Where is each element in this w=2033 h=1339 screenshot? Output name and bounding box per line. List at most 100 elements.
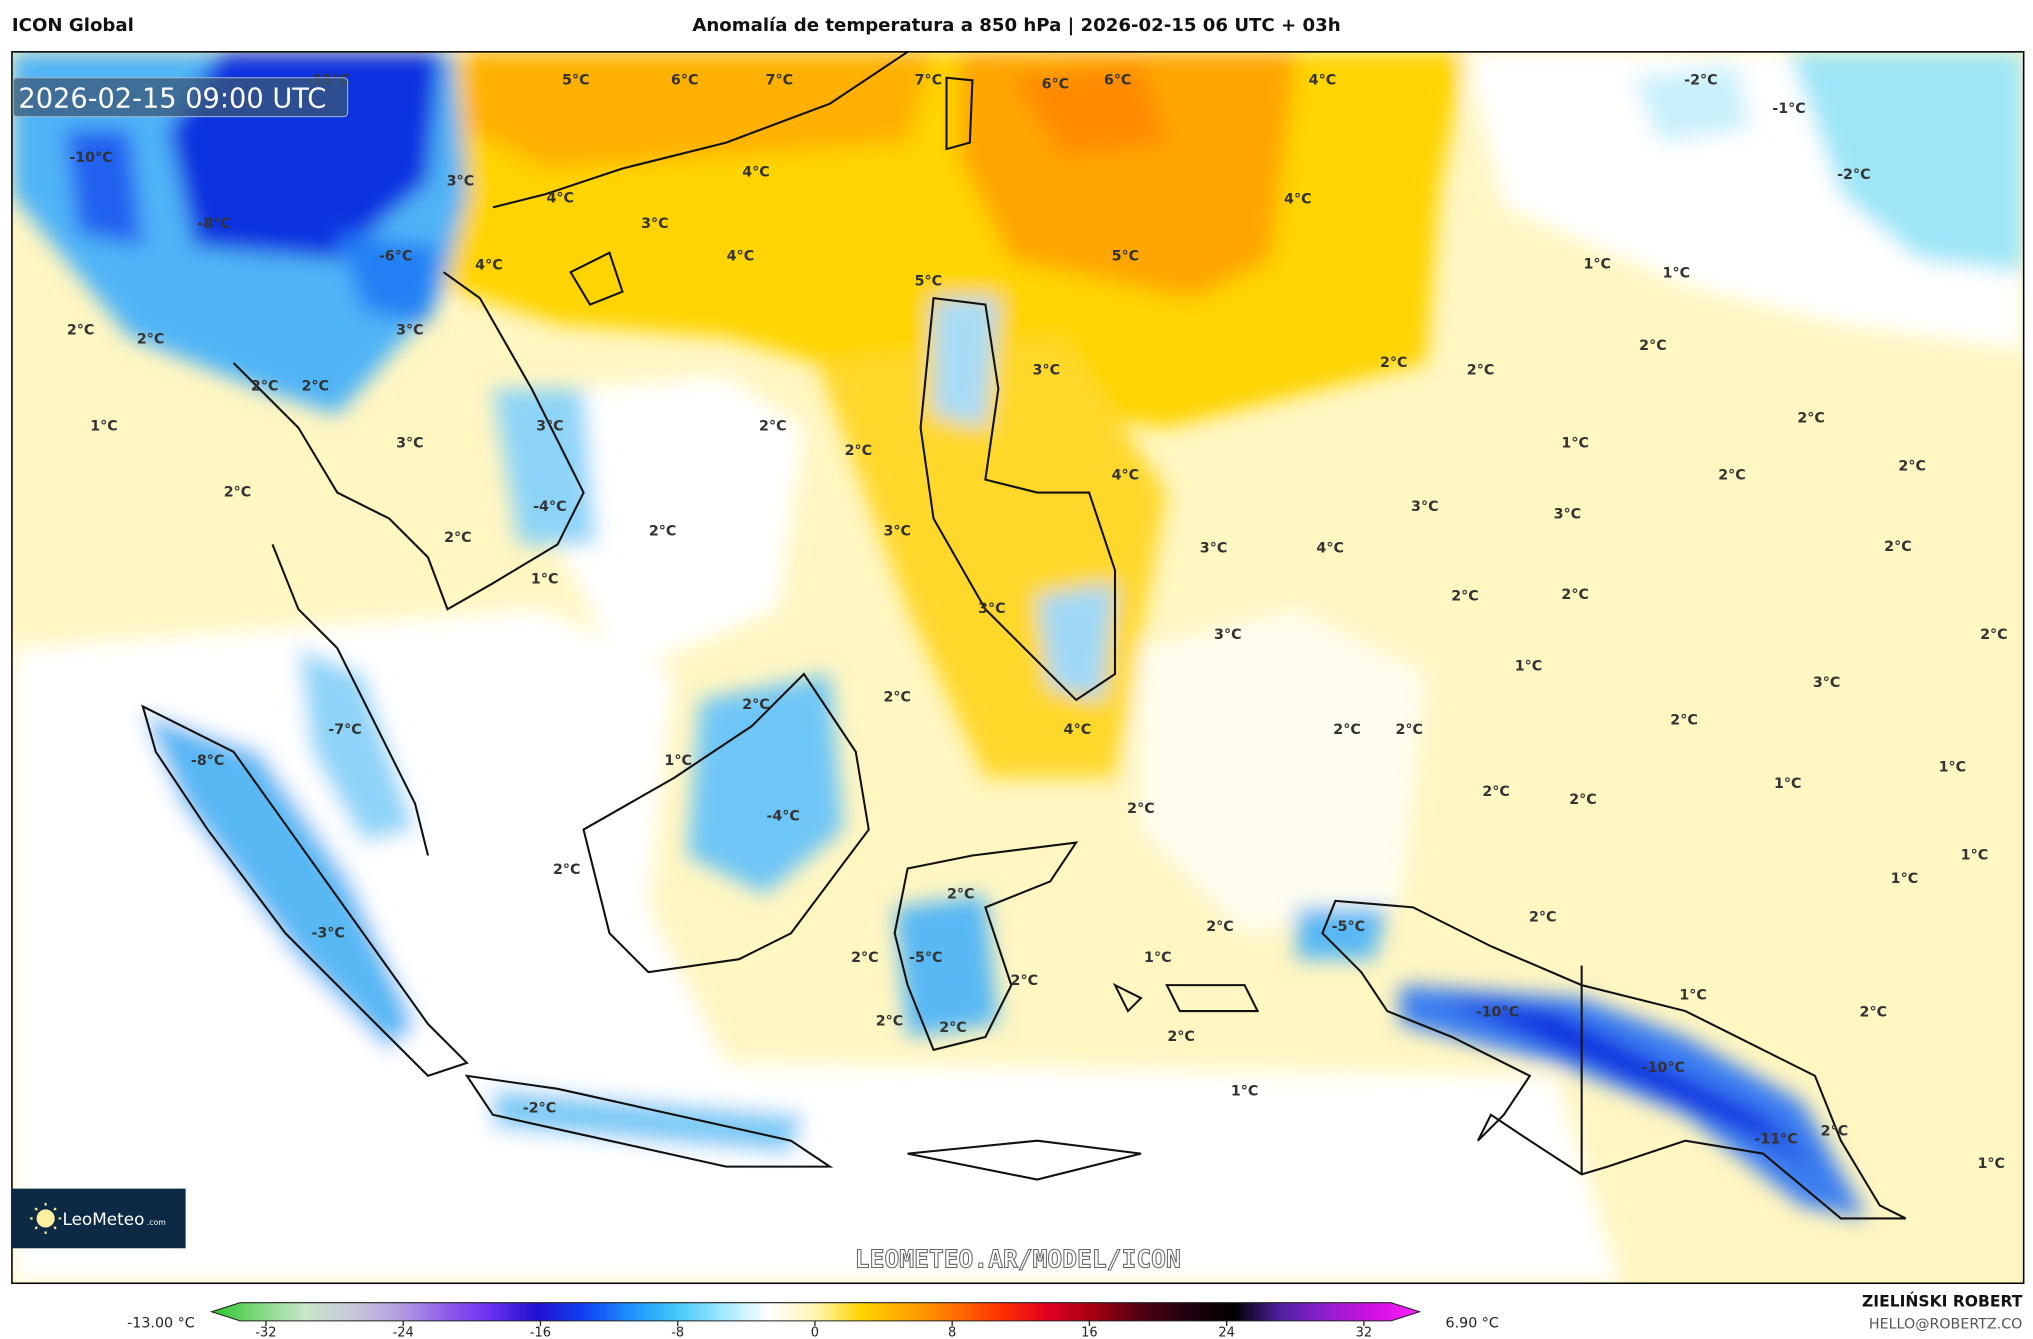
contour-label: 2°C — [1380, 355, 1408, 371]
contour-label: -7°C — [328, 722, 361, 738]
contour-label: -8°C — [191, 753, 224, 769]
contour-label: 3°C — [1033, 363, 1061, 379]
contour-label: -2°C — [523, 1100, 556, 1116]
colorbar-bar — [209, 1302, 1422, 1322]
contour-label: 2°C — [939, 1020, 966, 1036]
contour-label: 1°C — [1561, 435, 1589, 451]
sun-icon — [30, 1202, 62, 1235]
contour-label: 7°C — [766, 72, 794, 88]
contour-label: 2°C — [1529, 910, 1557, 926]
contour-label: 1°C — [1231, 1083, 1259, 1099]
contour-label: 3°C — [447, 173, 475, 189]
contour-label: 2°C — [1467, 363, 1495, 379]
contour-label: 2°C — [67, 323, 95, 339]
contour-label: -5°C — [909, 950, 942, 966]
contour-label: 1°C — [90, 418, 118, 434]
contour-label: 2°C — [1797, 411, 1824, 427]
contour-label: 2°C — [1980, 627, 2008, 643]
contour-label: -3°C — [311, 925, 344, 941]
contour-label: 7°C — [915, 72, 943, 88]
contour-label: 2°C — [1670, 713, 1698, 729]
contour-label: 4°C — [1316, 540, 1344, 556]
contour-label: 2°C — [1011, 973, 1039, 989]
watermark: LEOMETEO.AR/MODEL/ICON — [855, 1245, 1181, 1274]
contour-label: -5°C — [1332, 919, 1365, 935]
contour-label: 2°C — [1821, 1124, 1849, 1140]
contour-label: 1°C — [1891, 871, 1919, 887]
contour-label: 4°C — [475, 258, 502, 274]
contour-label: 3°C — [396, 323, 424, 339]
contour-label: 4°C — [1064, 722, 1092, 738]
colorbar-tick-label: -16 — [530, 1325, 551, 1339]
contour-label: 2°C — [1860, 1004, 1888, 1020]
contour-label: 2°C — [1333, 722, 1361, 738]
colorbar-max-label: 6.90 °C — [1446, 1315, 1499, 1331]
contour-label: -4°C — [533, 499, 566, 515]
contour-label: 1°C — [531, 571, 559, 587]
contour-label: 2°C — [1898, 459, 1926, 475]
contour-label: -10°C — [69, 150, 112, 166]
contour-label: 1°C — [1663, 266, 1691, 282]
contour-label: 4°C — [1112, 468, 1140, 484]
contour-label: 2°C — [224, 485, 252, 501]
contour-label: 2°C — [1884, 539, 1911, 555]
contour-label: 2°C — [1451, 588, 1479, 604]
colorbar-min-label: -13.00 °C — [127, 1315, 195, 1331]
contour-label: 2°C — [759, 418, 787, 434]
valid-time-text: 2026-02-15 09:00 UTC — [18, 84, 326, 115]
colorbar-ticks: -32 -24 -16 -8 0 8 16 24 32 — [255, 1320, 1372, 1339]
contour-label: 1°C — [664, 753, 692, 769]
contour-label: 2°C — [1639, 338, 1666, 354]
valid-time-badge: 2026-02-15 09:00 UTC — [12, 77, 349, 118]
contour-label: 3°C — [883, 523, 911, 539]
contour-label: 2°C — [845, 443, 873, 459]
contour-label: 2°C — [1206, 919, 1233, 935]
map-frame — [11, 51, 2025, 1285]
contour-label: 2°C — [1167, 1029, 1195, 1045]
contour-label: 3°C — [1411, 499, 1439, 515]
contour-label: 3°C — [1214, 627, 1241, 643]
contour-label: 4°C — [1309, 72, 1337, 88]
chart-title: Anomalía de temperatura a 850 hPa | 2026… — [692, 15, 1340, 36]
logo-text: LeoMeteo — [62, 1209, 144, 1229]
leometeo-logo[interactable]: LeoMeteo .com — [11, 1188, 186, 1249]
contour-label: 6°C — [1104, 72, 1132, 88]
contour-label: 2°C — [1396, 722, 1424, 738]
contour-label: 2°C — [1482, 784, 1510, 800]
contour-label: 2°C — [883, 689, 911, 705]
contour-label: 2°C — [1718, 468, 1745, 484]
contour-label: 3°C — [641, 216, 669, 232]
contour-label: 5°C — [1112, 249, 1140, 265]
contour-label: 3°C — [1200, 540, 1228, 556]
contour-label: -6°C — [379, 249, 412, 265]
contour-label: 5°C — [915, 273, 943, 289]
colorbar-tick-label: -24 — [393, 1325, 414, 1339]
colorbar-tick-label: 32 — [1356, 1325, 1372, 1339]
contour-label: 2°C — [742, 697, 770, 713]
model-name: ICON Global — [12, 15, 134, 36]
contour-label: 2°C — [137, 332, 165, 348]
contour-label: 6°C — [1042, 76, 1070, 92]
colorbar-tick-label: 16 — [1081, 1325, 1097, 1339]
contour-label: 2°C — [444, 530, 472, 546]
colorbar: -32 -24 -16 -8 0 8 16 24 32 -13.00 °C 6.90 °C — [127, 1302, 1499, 1339]
contour-label: 2°C — [301, 378, 329, 394]
contour-label: -2°C — [1837, 167, 1870, 183]
contour-label: -11°C — [1754, 1131, 1797, 1147]
author-email[interactable]: HELLO@ROBERTZ.CO — [1869, 1317, 2022, 1333]
contour-label: -10°C — [1642, 1060, 1685, 1076]
contour-label: 3°C — [536, 418, 564, 434]
contour-label: -1°C — [1772, 101, 1805, 117]
anomaly-shading — [11, 51, 2024, 1284]
contour-label: 3°C — [1813, 675, 1841, 691]
contour-label: 1°C — [1961, 848, 1989, 864]
contour-label: 1°C — [1583, 256, 1611, 272]
contour-label: 1°C — [1515, 658, 1543, 674]
contour-label: 4°C — [727, 249, 755, 265]
coastlines — [141, 51, 1907, 1220]
colorbar-tick-label: 8 — [948, 1325, 956, 1339]
map-area[interactable]: -10°C -8°C -6°C 5°C 6°C 7°C 7°C 6°C 6°C 4°C -2°C -1… — [11, 51, 2024, 1284]
contour-label: 4°C — [742, 164, 770, 180]
contour-label: 1°C — [1978, 1156, 2006, 1172]
